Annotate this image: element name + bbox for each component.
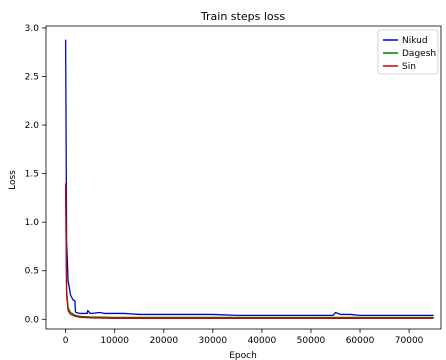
y-tick-label: 0.5: [25, 267, 39, 277]
series-line-nikud: [64, 39, 434, 317]
legend-box: [377, 29, 439, 75]
x-axis: 0 10000 20000 30000 40000 50000 60000 70000: [63, 329, 424, 346]
x-tick-label: 20000: [149, 336, 178, 346]
y-tick-label: 2.0: [25, 121, 40, 131]
y-tick-label: 2.5: [25, 73, 39, 83]
chart-title: Train steps loss: [200, 10, 285, 23]
legend: Nikud Dagesh Sin: [377, 29, 439, 75]
y-axis-label: Loss: [8, 170, 18, 190]
x-tick-label: 30000: [199, 336, 228, 346]
legend-label-nikud: Nikud: [402, 36, 428, 46]
y-tick-label: 3.0: [25, 24, 40, 34]
legend-label-sin: Sin: [402, 62, 416, 72]
x-tick-label: 70000: [395, 336, 424, 346]
legend-label-dagesh: Dagesh: [402, 49, 436, 59]
x-axis-label: Epoch: [229, 351, 257, 360]
y-tick-label: 1.5: [25, 170, 39, 180]
x-tick-label: 60000: [346, 336, 375, 346]
x-tick-label: 50000: [297, 336, 326, 346]
y-tick-label: 1.0: [25, 218, 40, 228]
x-tick-label: 0: [63, 336, 69, 346]
x-tick-label: 40000: [248, 336, 277, 346]
y-axis: 0.0 0.5 1.0 1.5 2.0 2.5 3.0: [25, 24, 46, 325]
plot-frame: [45, 25, 442, 330]
plot-lines: [64, 39, 434, 319]
x-tick-label: 10000: [100, 336, 129, 346]
series-line-dagesh: [64, 185, 434, 319]
y-tick-label: 0.0: [25, 315, 40, 325]
series-line-sin: [64, 183, 434, 319]
